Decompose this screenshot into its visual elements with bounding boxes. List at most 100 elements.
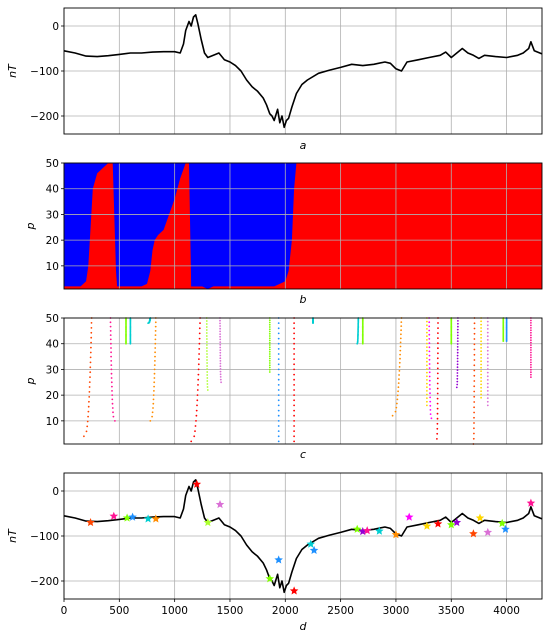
- scatter-point: [396, 398, 399, 401]
- scatter-point: [219, 330, 222, 333]
- scatter-point: [426, 382, 428, 385]
- scatter-point: [268, 362, 271, 364]
- scatter-point: [293, 399, 295, 402]
- scatter-point: [398, 366, 401, 368]
- scatter-point: [480, 393, 482, 396]
- scatter-point: [429, 400, 432, 403]
- scatter-point: [219, 343, 222, 346]
- scatter-point: [268, 353, 271, 355]
- scatter-point: [268, 332, 271, 335]
- scatter-point: [480, 376, 482, 379]
- scatter-point: [429, 409, 432, 411]
- scatter-point: [197, 363, 200, 366]
- y-tick-label: 40: [46, 184, 59, 196]
- scatter-point: [436, 438, 438, 440]
- scatter-point: [480, 386, 482, 389]
- scatter-point: [293, 440, 295, 443]
- panel-a-y-ticks: 0 −100 −200: [30, 21, 64, 123]
- star-marker: [475, 513, 485, 522]
- scatter-point: [277, 414, 280, 417]
- panel-a: 0 −100 −200 nT a: [6, 7, 543, 152]
- scatter-point: [152, 402, 155, 405]
- scatter-point: [436, 362, 439, 365]
- scatter-point: [219, 325, 222, 327]
- scatter-point: [391, 414, 394, 417]
- scatter-point: [437, 352, 439, 355]
- scatter-point: [428, 354, 431, 357]
- scatter-point: [400, 329, 402, 332]
- scatter-point: [426, 364, 428, 367]
- scatter-point: [206, 356, 208, 358]
- scatter-point: [457, 322, 459, 325]
- scatter-point: [268, 326, 271, 328]
- scatter-point: [206, 386, 209, 388]
- scatter-point: [473, 390, 476, 393]
- scatter-point: [89, 356, 92, 359]
- scatter-point: [473, 359, 476, 361]
- scatter-point: [456, 369, 459, 371]
- scatter-point: [486, 382, 489, 385]
- scatter-point: [293, 435, 295, 438]
- star-marker: [215, 500, 225, 509]
- y-tick-label: −200: [30, 576, 59, 588]
- scatter-point: [219, 346, 222, 349]
- scatter-point: [486, 342, 489, 345]
- scatter-point: [456, 366, 459, 369]
- scatter-point: [429, 396, 431, 399]
- scatter-point: [399, 353, 401, 356]
- scatter-point: [88, 400, 90, 403]
- scatter-point: [530, 356, 532, 359]
- scatter-point: [196, 399, 199, 402]
- scatter-point: [436, 382, 439, 385]
- panel-b-y-ticks: 10 20 30 40 50: [46, 158, 64, 273]
- scatter-point: [396, 402, 398, 405]
- star-marker: [128, 512, 137, 521]
- scatter-point: [277, 363, 280, 366]
- scatter-point: [206, 359, 208, 361]
- scatter-point: [293, 353, 295, 355]
- y-tick-label: −100: [30, 531, 59, 543]
- scatter-point: [480, 380, 482, 382]
- scatter-point: [219, 378, 222, 381]
- series-line: [63, 14, 543, 129]
- scatter-point: [153, 372, 156, 375]
- scatter-point: [480, 347, 482, 349]
- scatter-point: [90, 331, 93, 334]
- scatter-point: [436, 422, 439, 425]
- scatter-point: [110, 368, 113, 371]
- scatter-point: [219, 362, 222, 365]
- scatter-point: [110, 342, 112, 345]
- scatter-point: [486, 375, 489, 378]
- scatter-point: [190, 440, 193, 443]
- y-tick-label: 30: [46, 364, 59, 376]
- scatter-point: [473, 422, 475, 424]
- scatter-point: [426, 320, 428, 323]
- scatter-point: [399, 345, 402, 348]
- y-tick-label: 50: [46, 313, 59, 325]
- scatter-point: [436, 432, 439, 435]
- scatter-point: [428, 358, 431, 361]
- scatter-point: [530, 368, 532, 371]
- panel-a-ylabel: nT: [6, 63, 19, 78]
- scatter-point: [152, 394, 155, 396]
- scatter-point: [85, 430, 88, 433]
- scatter-point: [293, 337, 295, 340]
- scatter-point: [268, 355, 271, 358]
- scatter-point: [480, 330, 482, 333]
- star-marker: [526, 498, 536, 507]
- star-marker: [483, 527, 493, 536]
- scatter-point: [206, 377, 209, 379]
- scatter-point: [456, 343, 459, 345]
- scatter-point: [206, 368, 209, 370]
- star-marker: [375, 526, 384, 535]
- scatter-point: [219, 370, 222, 373]
- scatter-point: [426, 386, 428, 389]
- scatter-point: [399, 337, 402, 340]
- panel-a-frame: [63, 7, 543, 135]
- scatter-point: [109, 338, 112, 341]
- scatter-point: [456, 357, 459, 360]
- scatter-point: [486, 400, 489, 403]
- y-tick-label: −100: [30, 66, 59, 78]
- scatter-point: [456, 351, 459, 354]
- scatter-point: [87, 415, 89, 418]
